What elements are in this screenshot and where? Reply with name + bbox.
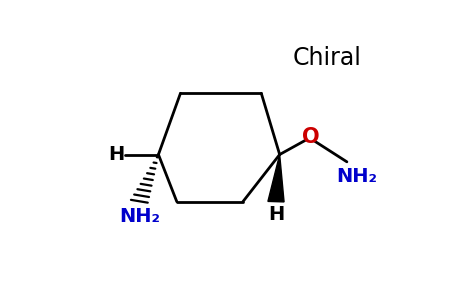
Text: Chiral: Chiral <box>293 46 362 70</box>
Text: H: H <box>268 205 284 224</box>
Text: NH₂: NH₂ <box>337 167 377 186</box>
Text: H: H <box>108 145 124 164</box>
Text: O: O <box>302 127 319 147</box>
Polygon shape <box>268 155 284 202</box>
Text: NH₂: NH₂ <box>119 207 161 226</box>
